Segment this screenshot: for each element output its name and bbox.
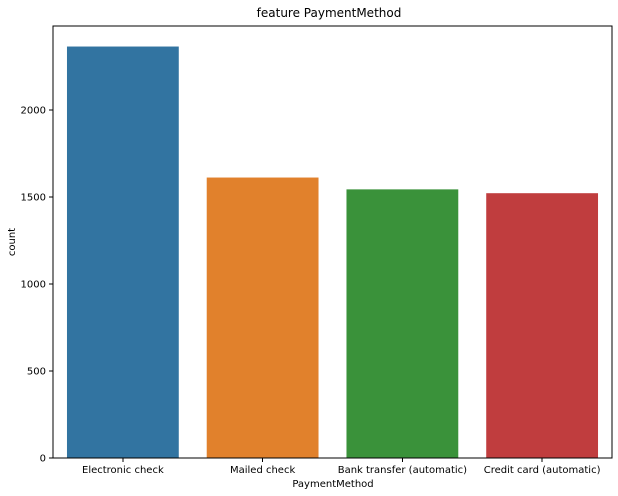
y-tick-label: 0 — [40, 454, 46, 465]
x-tick-label: Mailed check — [230, 465, 295, 476]
y-axis: 0 500 1000 1500 2000 — [21, 106, 53, 465]
bars-group — [66, 46, 599, 459]
y-axis-label: count — [7, 228, 18, 256]
bar — [66, 46, 179, 459]
y-tick-label: 500 — [27, 367, 46, 378]
x-axis: Electronic check Mailed check Bank transfe… — [82, 458, 601, 476]
x-tick-label: Credit card (automatic) — [484, 465, 601, 476]
plot-frame — [52, 25, 613, 459]
bar — [346, 189, 459, 458]
bar — [206, 177, 319, 459]
bar — [486, 193, 599, 458]
x-tick-label: Electronic check — [82, 465, 164, 476]
x-tick-label: Bank transfer (automatic) — [338, 465, 467, 476]
chart-title: feature PaymentMethod — [257, 6, 402, 20]
y-tick-label: 2000 — [21, 106, 46, 117]
x-axis-label: PaymentMethod — [292, 479, 373, 490]
y-tick-label: 1000 — [21, 280, 46, 291]
y-tick-label: 1500 — [21, 193, 46, 204]
